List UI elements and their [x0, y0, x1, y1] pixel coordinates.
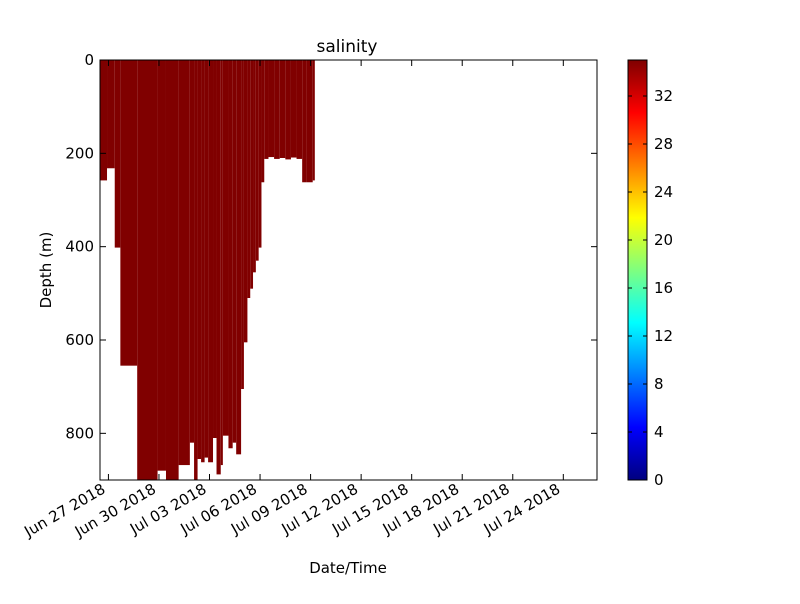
profile-11	[201, 60, 205, 463]
profile-30	[268, 60, 275, 158]
profile-18	[228, 60, 233, 449]
colorbar-tick-label: 24	[654, 183, 673, 201]
profile-10	[197, 60, 202, 459]
y-tick-label: 600	[65, 331, 94, 349]
profile-16	[220, 60, 223, 466]
profile-5	[157, 60, 166, 471]
plot-frame	[99, 59, 598, 481]
colorbar-ticks: 0 4 8 12 16 20 24 28 32	[628, 87, 673, 489]
profile-29	[264, 60, 269, 159]
profile-3	[120, 60, 138, 366]
profile-19	[232, 60, 237, 443]
profile-1	[107, 60, 115, 169]
profile-38	[312, 60, 315, 181]
profile-27	[258, 60, 262, 248]
profile-15	[216, 60, 221, 475]
profile-0	[100, 60, 108, 181]
profile-7	[178, 60, 190, 466]
y-tick-label: 0	[84, 51, 94, 69]
profile-34	[290, 60, 297, 158]
profile-32	[279, 60, 286, 158]
profile-9	[194, 60, 198, 480]
y-axis-label: Depth (m)	[37, 232, 55, 309]
chart-title: salinity	[317, 37, 378, 57]
profile-24	[250, 60, 254, 289]
colorbar-gradient	[627, 59, 648, 481]
colorbar-tick-label: 32	[654, 87, 673, 105]
profile-17	[222, 60, 229, 436]
colorbar-tick-label: 12	[654, 327, 673, 345]
profile-2	[114, 60, 121, 248]
colorbar-tick-label: 4	[654, 423, 664, 441]
y-axis: 0 200 400 600 800	[65, 51, 597, 442]
profile-14	[213, 60, 217, 438]
profile-26	[255, 60, 259, 261]
profile-23	[247, 60, 251, 298]
profile-33	[285, 60, 291, 160]
profile-13	[208, 60, 214, 463]
colorbar-tick-label: 28	[654, 135, 673, 153]
profile-25	[253, 60, 256, 273]
colorbar-tick-label: 20	[654, 231, 673, 249]
y-tick-label: 800	[65, 424, 94, 442]
colorbar-tick-label: 16	[654, 279, 673, 297]
data-layer	[100, 60, 315, 480]
profile-36	[302, 60, 307, 183]
colorbar-tick-label: 8	[654, 375, 664, 393]
profile-21	[241, 60, 244, 389]
profile-22	[243, 60, 248, 343]
profile-12	[204, 60, 209, 458]
colorbar-tick-label: 0	[654, 471, 664, 489]
profile-8	[189, 60, 195, 443]
profile-4	[137, 60, 158, 480]
x-axis-label: Date/Time	[309, 559, 387, 577]
profile-20	[236, 60, 242, 455]
profile-6	[165, 60, 179, 480]
colorbar: 0 4 8 12 16 20 24 28 32	[627, 59, 673, 489]
profile-37	[306, 60, 313, 183]
profile-31	[274, 60, 280, 159]
profile-28	[261, 60, 265, 183]
y-tick-label: 400	[65, 238, 94, 256]
y-tick-label: 200	[65, 144, 94, 162]
profile-35	[296, 60, 303, 159]
